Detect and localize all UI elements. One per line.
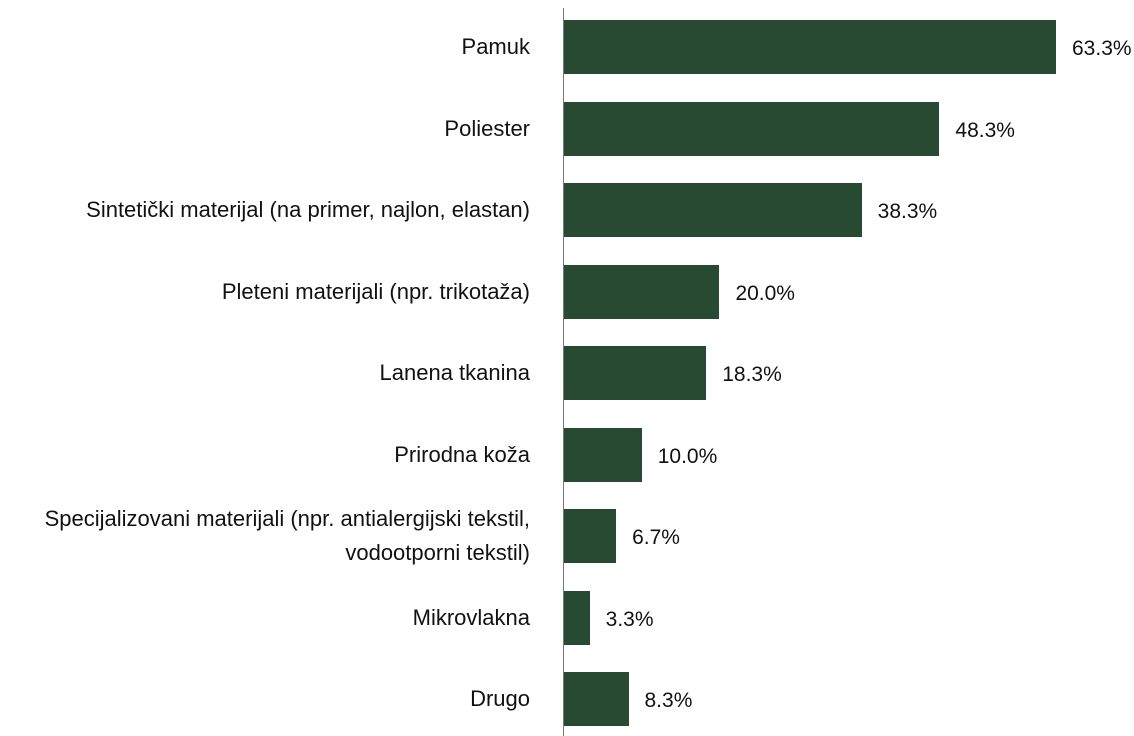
bar [564,509,617,563]
category-label: Sintetički materijal (na primer, najlon,… [86,197,530,222]
value-label: 10.0% [657,444,718,468]
bar [564,183,862,237]
bar [564,590,590,645]
bar [564,427,642,482]
category-label: Mikrovlakna [412,604,530,630]
category-label: Pleteni materijali (npr. trikotaža) [221,278,530,304]
bar [564,264,720,319]
category-label: Prirodna koža [394,441,530,467]
value-label: 6.7% [632,526,680,549]
category-label: Poliester [444,115,530,141]
value-label: 3.3% [605,607,654,631]
category-label: Pamuk [461,34,530,59]
value-label: 63.3% [1072,37,1132,60]
category-label: Drugo [470,686,530,711]
bar [564,20,1056,74]
category-label: Lanena tkanina [379,360,530,385]
value-label: 8.3% [644,689,693,712]
bar [564,346,707,400]
bar [564,101,940,156]
value-label: 38.3% [877,200,938,223]
value-label: 20.0% [735,281,795,305]
axis-line [563,8,564,736]
bar [564,672,629,726]
value-label: 18.3% [722,363,782,386]
category-label: Specijalizovani materijali (npr. antiale… [44,506,530,565]
value-label: 48.3% [955,118,1015,142]
